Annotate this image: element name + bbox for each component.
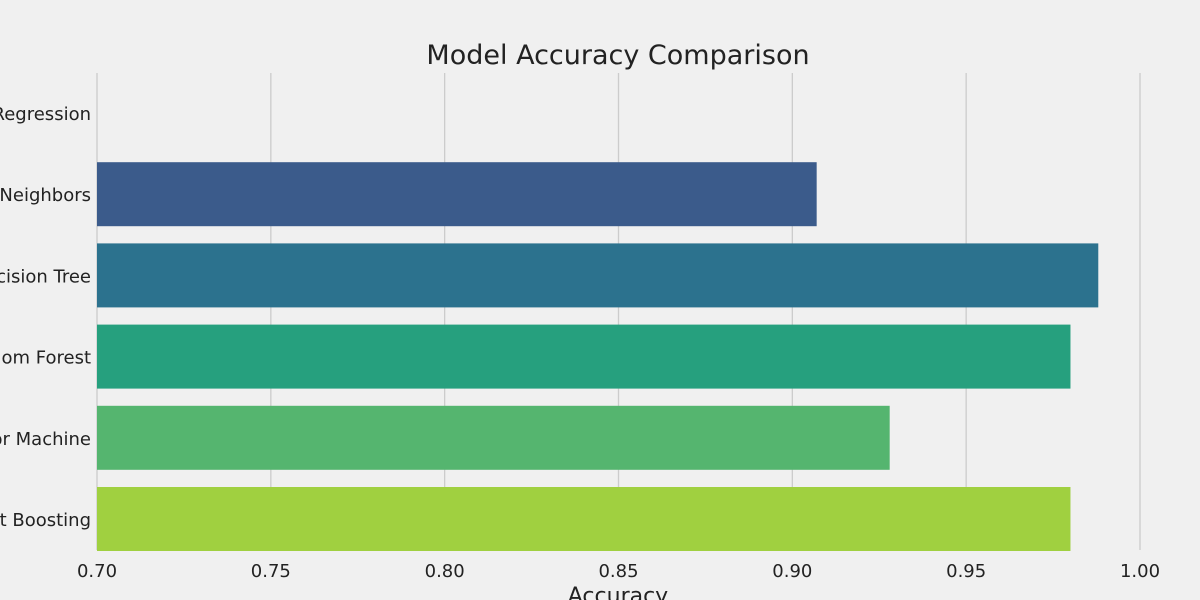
x-tick-label: 0.90 [772,561,812,582]
bar-gradient-boosting [97,487,1071,551]
y-tick-label: Gradient Boosting [0,510,91,531]
chart-title: Model Accuracy Comparison [426,40,809,71]
x-tick-label: 0.95 [946,561,986,582]
x-tick-labels: 0.70 0.75 0.80 0.85 0.90 0.95 1.00 [77,561,1160,582]
y-tick-label: K-Nearest Neighbors [0,185,91,206]
y-tick-labels: Logistic Regression K-Nearest Neighbors De… [0,104,91,531]
bar-k-nearest-neighbors [97,162,817,227]
y-tick-label: Logistic Regression [0,104,91,125]
y-tick-label: Support Vector Machine [0,429,91,450]
y-tick-label: Random Forest [0,348,91,369]
x-tick-label: 1.00 [1120,561,1160,582]
grid-lines [96,73,1141,550]
x-tick-label: 0.75 [251,561,291,582]
bar-random-forest [97,324,1071,389]
x-tick-label: 0.85 [598,561,638,582]
y-tick-label: Decision Tree [0,266,91,287]
x-tick-label: 0.70 [77,561,117,582]
bar-group [97,162,1099,551]
x-tick-label: 0.80 [425,561,465,582]
bar-decision-tree [97,243,1099,308]
bar-support-vector-machine [97,405,890,470]
x-axis-label: Accuracy [568,584,668,600]
